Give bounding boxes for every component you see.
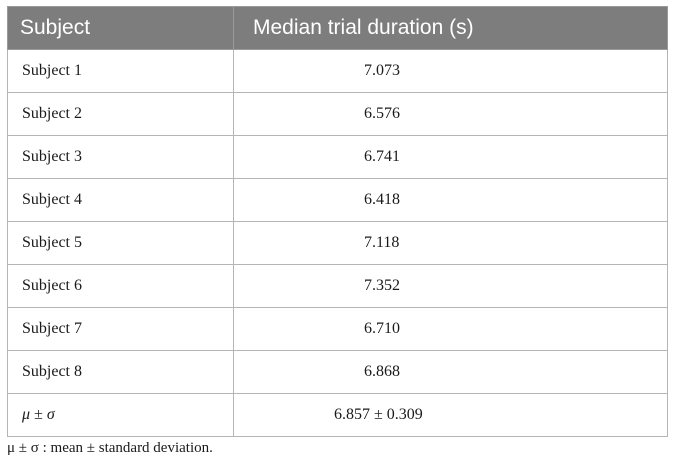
- subject-cell: Subject 6: [7, 264, 234, 308]
- summary-label-cell: μ ± σ: [7, 393, 234, 437]
- table-row: Subject 4 6.418: [7, 178, 668, 222]
- table-row: Subject 8 6.868: [7, 350, 668, 394]
- duration-cell: 7.073: [233, 49, 668, 93]
- header-subject: Subject: [7, 6, 234, 50]
- subject-cell: Subject 3: [7, 135, 234, 179]
- subject-cell: Subject 5: [7, 221, 234, 265]
- duration-cell: 7.352: [233, 264, 668, 308]
- subject-cell: Subject 2: [7, 92, 234, 136]
- table-body: Subject 1 7.073 Subject 2 6.576 Subject …: [7, 49, 668, 437]
- header-median-duration: Median trial duration (s): [233, 6, 668, 50]
- table-footnote: μ ± σ : mean ± standard deviation.: [7, 440, 213, 456]
- summary-value-cell: 6.857 ± 0.309: [233, 393, 668, 437]
- duration-cell: 6.868: [233, 350, 668, 394]
- subject-cell: Subject 8: [7, 350, 234, 394]
- duration-cell: 6.741: [233, 135, 668, 179]
- summary-row: μ ± σ 6.857 ± 0.309: [7, 393, 668, 437]
- median-duration-table: Subject Median trial duration (s) Subjec…: [7, 6, 668, 437]
- data-table-container: Subject Median trial duration (s) Subjec…: [7, 6, 668, 437]
- table-row: Subject 5 7.118: [7, 221, 668, 265]
- duration-cell: 6.576: [233, 92, 668, 136]
- subject-cell: Subject 7: [7, 307, 234, 351]
- subject-cell: Subject 4: [7, 178, 234, 222]
- table-row: Subject 2 6.576: [7, 92, 668, 136]
- table-header: Subject Median trial duration (s): [7, 6, 668, 50]
- duration-cell: 6.710: [233, 307, 668, 351]
- duration-cell: 6.418: [233, 178, 668, 222]
- table-row: Subject 6 7.352: [7, 264, 668, 308]
- table-row: Subject 3 6.741: [7, 135, 668, 179]
- duration-cell: 7.118: [233, 221, 668, 265]
- table-row: Subject 1 7.073: [7, 49, 668, 93]
- subject-cell: Subject 1: [7, 49, 234, 93]
- header-row: Subject Median trial duration (s): [7, 6, 668, 50]
- table-row: Subject 7 6.710: [7, 307, 668, 351]
